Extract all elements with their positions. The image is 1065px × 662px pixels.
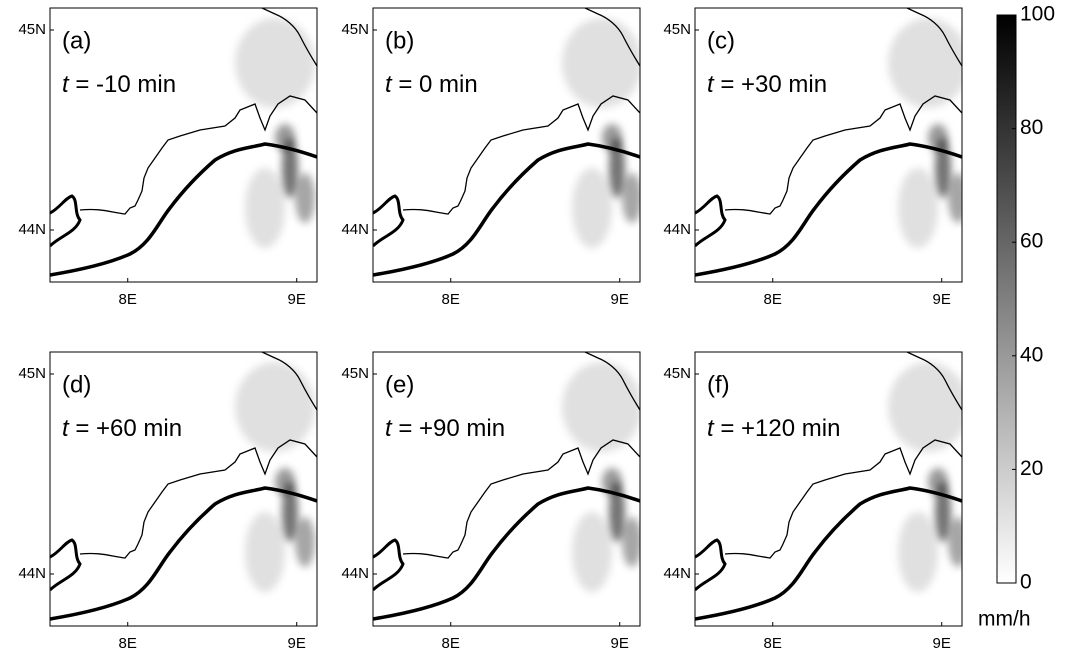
- island-coast: [695, 540, 725, 590]
- y-tick-label: 45N: [341, 365, 369, 382]
- rain-patch: [572, 168, 612, 248]
- time-label: t = 0 min: [385, 71, 478, 98]
- y-tick-label: 45N: [18, 21, 46, 38]
- x-tick-label: 9E: [933, 291, 951, 308]
- panel-label: (a): [62, 27, 91, 54]
- colorbar-tick-label: 40: [1020, 343, 1043, 366]
- x-tick-label: 9E: [611, 291, 629, 308]
- x-tick-label: 8E: [119, 635, 137, 652]
- x-tick-label: 9E: [933, 635, 951, 652]
- island-coast: [50, 196, 80, 246]
- colorbar-tick-label: 60: [1020, 230, 1043, 253]
- map-panel: 8E 9E 44N 45N (a) t = -10 min: [18, 8, 317, 308]
- y-tick-label: 44N: [663, 565, 691, 582]
- colorbar-tick-label: 0: [1020, 571, 1032, 594]
- map-area: [695, 8, 968, 275]
- rain-patch: [622, 173, 642, 223]
- time-label: t = +30 min: [707, 71, 827, 98]
- rain-patch: [295, 517, 315, 567]
- island-coast: [373, 196, 403, 246]
- map-area: [695, 352, 968, 619]
- y-tick-label: 45N: [663, 365, 691, 382]
- map-panel: 8E 9E 44N 45N (f) t = +120 min: [663, 352, 968, 652]
- island-coast: [373, 540, 403, 590]
- rain-patch: [245, 512, 285, 592]
- y-tick-label: 44N: [663, 221, 691, 238]
- colorbar-tick-label: 80: [1020, 116, 1043, 139]
- x-tick-label: 8E: [764, 635, 782, 652]
- time-text: = +120 min: [714, 415, 841, 442]
- time-text: = +60 min: [69, 415, 182, 442]
- panel-label: (f): [707, 371, 730, 398]
- colorbar-tick-label: 20: [1020, 457, 1043, 480]
- rain-patch: [898, 168, 938, 248]
- rain-patch: [948, 517, 968, 567]
- x-tick-label: 9E: [288, 291, 306, 308]
- panel-label: (e): [385, 371, 414, 398]
- time-label: t = +120 min: [707, 415, 840, 442]
- y-tick-label: 44N: [18, 565, 46, 582]
- map-panel: 8E 9E 44N 45N (c) t = +30 min: [663, 8, 968, 308]
- rain-patch: [245, 168, 285, 248]
- y-tick-label: 44N: [341, 221, 369, 238]
- x-tick-label: 8E: [764, 291, 782, 308]
- rain-patch: [235, 18, 315, 108]
- time-text: = -10 min: [69, 71, 176, 98]
- rain-patch: [235, 362, 315, 452]
- panel-label: (b): [385, 27, 414, 54]
- rain-patch: [948, 173, 968, 223]
- map-panel: 8E 9E 44N 45N (b) t = 0 min: [341, 8, 642, 308]
- time-label: t = -10 min: [62, 71, 176, 98]
- time-text: = +90 min: [392, 415, 505, 442]
- rain-patch: [888, 362, 968, 452]
- colorbar-tick-label: 100: [1020, 3, 1055, 26]
- panel-label: (c): [707, 27, 735, 54]
- rain-patch: [572, 512, 612, 592]
- time-text: = +30 min: [714, 71, 827, 98]
- island-coast: [50, 540, 80, 590]
- time-label: t = +90 min: [385, 415, 505, 442]
- x-tick-label: 9E: [611, 635, 629, 652]
- map-panel: 8E 9E 44N 45N (e) t = +90 min: [341, 352, 642, 652]
- x-tick-label: 8E: [442, 291, 460, 308]
- rain-patch: [562, 18, 642, 108]
- y-tick-label: 45N: [18, 365, 46, 382]
- x-tick-label: 8E: [442, 635, 460, 652]
- rain-patch: [888, 18, 968, 108]
- time-label: t = +60 min: [62, 415, 182, 442]
- rain-patch: [295, 173, 315, 223]
- y-tick-label: 44N: [341, 565, 369, 582]
- figure: 8E 9E 44N 45N (a) t = -10 min 8E 9E 44N 45N (b) t =…: [0, 0, 1065, 657]
- rain-patch: [562, 362, 642, 452]
- x-tick-label: 8E: [119, 291, 137, 308]
- colorbar-unit: mm/h: [978, 608, 1031, 631]
- rain-patch: [898, 512, 938, 592]
- colorbar: [997, 15, 1016, 583]
- island-coast: [695, 196, 725, 246]
- x-tick-label: 9E: [288, 635, 306, 652]
- y-tick-label: 44N: [18, 221, 46, 238]
- y-tick-label: 45N: [341, 21, 369, 38]
- y-tick-label: 45N: [663, 21, 691, 38]
- rain-patch: [622, 517, 642, 567]
- time-text: = 0 min: [392, 71, 478, 98]
- map-panel: 8E 9E 44N 45N (d) t = +60 min: [18, 352, 317, 652]
- panel-label: (d): [62, 371, 91, 398]
